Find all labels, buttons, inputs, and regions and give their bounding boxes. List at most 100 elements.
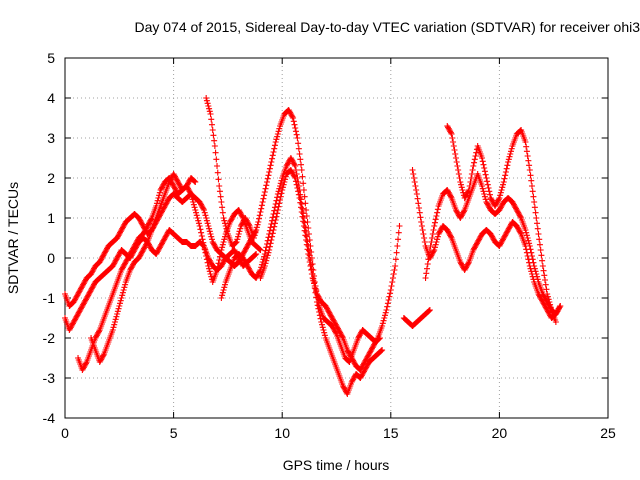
data-point bbox=[253, 227, 260, 233]
data-point bbox=[450, 143, 457, 149]
data-point bbox=[423, 270, 430, 277]
data-point bbox=[237, 211, 244, 217]
data-point bbox=[221, 217, 228, 224]
data-point bbox=[109, 263, 116, 269]
data-point bbox=[192, 179, 199, 185]
data-point bbox=[394, 243, 401, 249]
data-point bbox=[262, 260, 269, 267]
data-point bbox=[215, 260, 222, 267]
data-point bbox=[277, 180, 284, 187]
data-point bbox=[458, 212, 465, 219]
data-point bbox=[372, 339, 379, 345]
data-point bbox=[153, 200, 160, 207]
data-point bbox=[522, 227, 529, 233]
data-point bbox=[222, 220, 229, 227]
data-point bbox=[300, 210, 307, 217]
data-point bbox=[500, 181, 507, 188]
data-point bbox=[513, 207, 520, 213]
data-point bbox=[121, 221, 128, 228]
data-point bbox=[122, 259, 129, 265]
data-point bbox=[269, 152, 276, 159]
data-point bbox=[153, 249, 160, 256]
data-point bbox=[80, 301, 87, 308]
data-point bbox=[387, 287, 394, 293]
data-point bbox=[223, 225, 230, 232]
data-point bbox=[236, 228, 243, 235]
data-point bbox=[111, 259, 118, 265]
data-point bbox=[283, 163, 290, 169]
data-point bbox=[206, 265, 213, 272]
data-point bbox=[484, 200, 491, 207]
data-point bbox=[71, 317, 78, 324]
data-point bbox=[161, 235, 168, 241]
data-point bbox=[349, 377, 356, 384]
data-point bbox=[502, 232, 509, 239]
data-point bbox=[285, 107, 292, 113]
data-point bbox=[345, 358, 352, 365]
data-point bbox=[218, 295, 225, 301]
data-point bbox=[379, 320, 386, 327]
data-point bbox=[355, 333, 362, 340]
data-point bbox=[470, 163, 477, 169]
data-point bbox=[471, 244, 478, 251]
data-point bbox=[140, 247, 147, 253]
data-point bbox=[218, 263, 225, 269]
data-point bbox=[244, 219, 251, 225]
data-point bbox=[417, 214, 424, 221]
data-point bbox=[305, 247, 312, 254]
data-point bbox=[114, 308, 121, 315]
data-point bbox=[193, 212, 200, 219]
data-point bbox=[117, 300, 124, 307]
data-point bbox=[222, 281, 229, 288]
data-point bbox=[453, 208, 460, 215]
data-point bbox=[271, 142, 278, 149]
data-point bbox=[195, 220, 202, 227]
data-point bbox=[77, 287, 84, 293]
data-point bbox=[174, 179, 181, 185]
data-point bbox=[499, 237, 506, 244]
data-point bbox=[205, 263, 212, 269]
data-point bbox=[287, 111, 294, 117]
data-point bbox=[274, 194, 281, 201]
data-point bbox=[422, 275, 429, 281]
data-point bbox=[457, 215, 464, 221]
data-point bbox=[471, 159, 478, 166]
data-point bbox=[264, 252, 271, 259]
data-point bbox=[93, 333, 100, 340]
x-tick-label: 20 bbox=[492, 425, 508, 441]
data-point bbox=[391, 267, 398, 273]
data-point bbox=[159, 240, 166, 247]
data-point bbox=[159, 184, 166, 191]
data-point bbox=[357, 367, 364, 373]
data-point bbox=[348, 379, 355, 385]
axis-ticks bbox=[64, 57, 609, 419]
data-point bbox=[429, 235, 436, 241]
data-point bbox=[85, 291, 92, 297]
data-point bbox=[279, 187, 286, 193]
data-point bbox=[262, 185, 269, 192]
data-point bbox=[88, 271, 95, 277]
data-point bbox=[505, 225, 512, 232]
data-point bbox=[280, 181, 287, 188]
data-point bbox=[322, 303, 329, 309]
data-point bbox=[66, 327, 73, 333]
data-point bbox=[130, 245, 137, 252]
data-point bbox=[501, 233, 508, 240]
data-point bbox=[68, 323, 75, 329]
data-point bbox=[477, 233, 484, 240]
data-point bbox=[361, 359, 368, 365]
data-point bbox=[501, 175, 508, 182]
data-point bbox=[174, 177, 181, 184]
y-tick-label: 3 bbox=[47, 130, 55, 146]
data-point bbox=[504, 162, 511, 169]
data-point bbox=[243, 244, 250, 251]
data-point bbox=[156, 244, 163, 251]
data-point bbox=[327, 312, 334, 319]
data-point bbox=[455, 167, 462, 173]
data-point bbox=[135, 255, 142, 261]
data-point bbox=[534, 225, 541, 232]
data-point bbox=[139, 221, 146, 228]
data-point bbox=[253, 273, 260, 280]
data-point bbox=[434, 236, 441, 243]
data-point bbox=[421, 235, 428, 241]
